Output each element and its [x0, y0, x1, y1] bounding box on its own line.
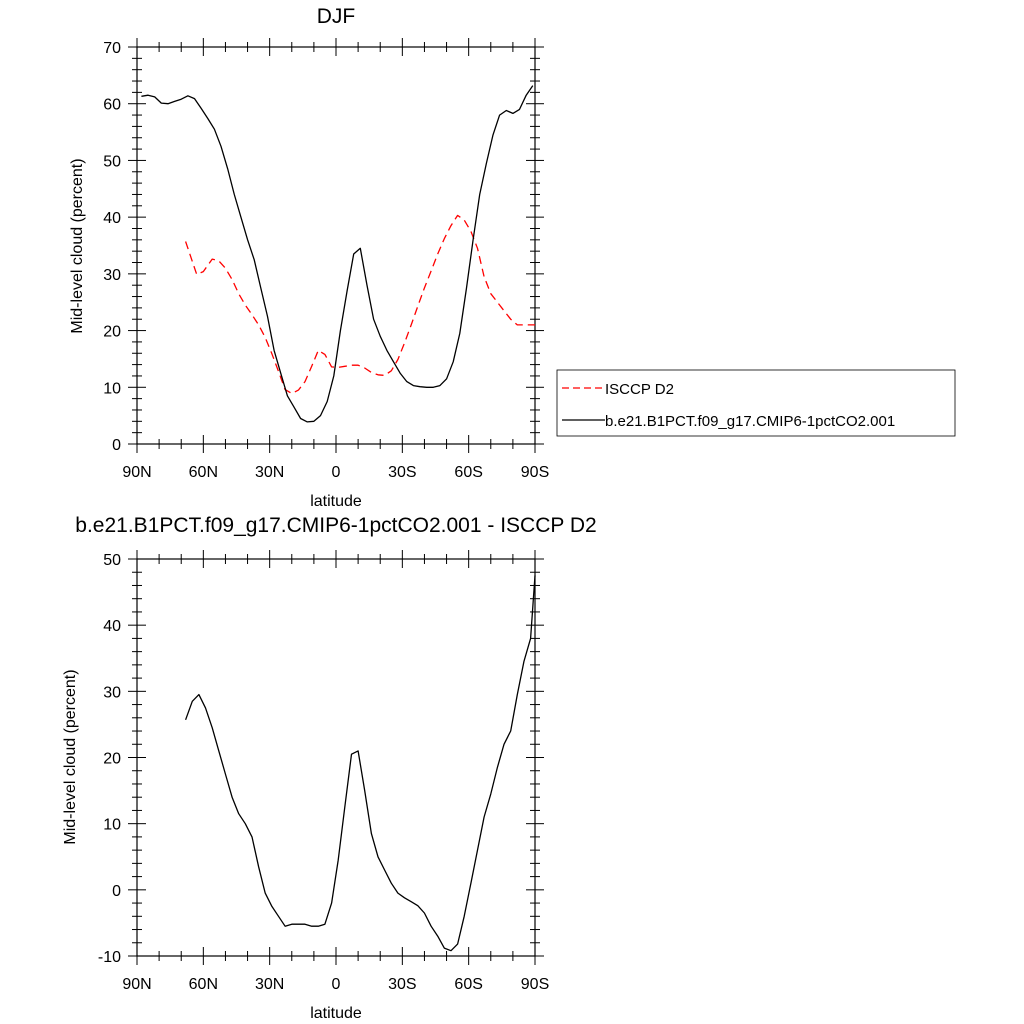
panel-2-xlabel: latitude: [310, 1005, 362, 1022]
panel-2: b.e21.B1PCT.f09_g17.CMIP6-1pctCO2.001 - …: [62, 514, 597, 1022]
panel-1-xtick-label: 60S: [454, 464, 482, 481]
panel-2-ticks: -10 0 10 20 30 40 50 90N 60N 30N 0 30S 60S 90S: [98, 550, 549, 993]
panel-1-ytick-label: 10: [103, 380, 121, 397]
panel-1-title: DJF: [317, 5, 356, 28]
panel-1-ytick-label: 0: [112, 437, 121, 454]
panel-1-ytick-label: 30: [103, 267, 121, 284]
panel-1-ytick-label: 50: [103, 153, 121, 170]
panel-2-ytick-label: 50: [103, 552, 121, 569]
panel-2-title: b.e21.B1PCT.f09_g17.CMIP6-1pctCO2.001 - …: [75, 514, 596, 537]
panel-2-xtick-label: 30S: [388, 976, 416, 993]
panel-1-ytick-label: 70: [103, 40, 121, 57]
panel-2-ylabel: Mid-level cloud (percent): [62, 669, 79, 844]
panel-1-series: [141, 85, 535, 423]
panel-1: DJF 0 10 20 30 40 50 60 70 90N 60N 30N 0 30S 60S 90S l…: [69, 5, 956, 510]
panel-1-series-1-line: [141, 85, 534, 423]
legend-box: [556, 369, 956, 437]
panel-2-xtick-label: 0: [332, 976, 341, 993]
panel-2-ytick-label: 10: [103, 817, 121, 834]
panel-2-plot-frame: [136, 558, 536, 957]
panel-1-legend: ISCCP D2 b.e21.B1PCT.f09_g17.CMIP6-1pctC…: [556, 369, 956, 437]
legend-label-isccp: ISCCP D2: [605, 381, 674, 398]
panel-2-series: [184, 575, 536, 952]
panel-1-series-0-line: [184, 214, 535, 395]
panel-2-ytick-label: 20: [103, 751, 121, 768]
panel-2-xtick-label: 60S: [454, 976, 482, 993]
panel-1-ytick-label: 20: [103, 324, 121, 341]
panel-1-xtick-label: 60N: [189, 464, 218, 481]
panel-2-xtick-label: 60N: [189, 976, 218, 993]
panel-1-plot-frame: [136, 46, 536, 445]
panel-1-ytick-label: 60: [103, 97, 121, 114]
panel-2-ytick-label: -10: [98, 949, 121, 966]
panel-2-series-0-line: [184, 575, 536, 952]
legend-label-model: b.e21.B1PCT.f09_g17.CMIP6-1pctCO2.001: [605, 413, 895, 430]
panel-1-ytick-label: 40: [103, 210, 121, 227]
panel-1-ticks: 0 10 20 30 40 50 60 70 90N 60N 30N 0 30S 60S 90S: [103, 38, 549, 481]
panel-1-xlabel: latitude: [310, 493, 362, 510]
panel-2-xtick-label: 90S: [521, 976, 549, 993]
panel-2-ytick-label: 40: [103, 618, 121, 635]
panel-1-xtick-label: 30N: [255, 464, 284, 481]
panel-2-xtick-label: 30N: [255, 976, 284, 993]
panel-1-xtick-label: 90S: [521, 464, 549, 481]
panel-2-ytick-label: 30: [103, 684, 121, 701]
panel-1-xtick-label: 30S: [388, 464, 416, 481]
panel-1-ylabel: Mid-level cloud (percent): [69, 158, 86, 333]
panel-1-xtick-label: 0: [332, 464, 341, 481]
panel-1-xtick-label: 90N: [122, 464, 151, 481]
panel-2-xtick-label: 90N: [122, 976, 151, 993]
panel-2-ytick-label: 0: [112, 883, 121, 900]
